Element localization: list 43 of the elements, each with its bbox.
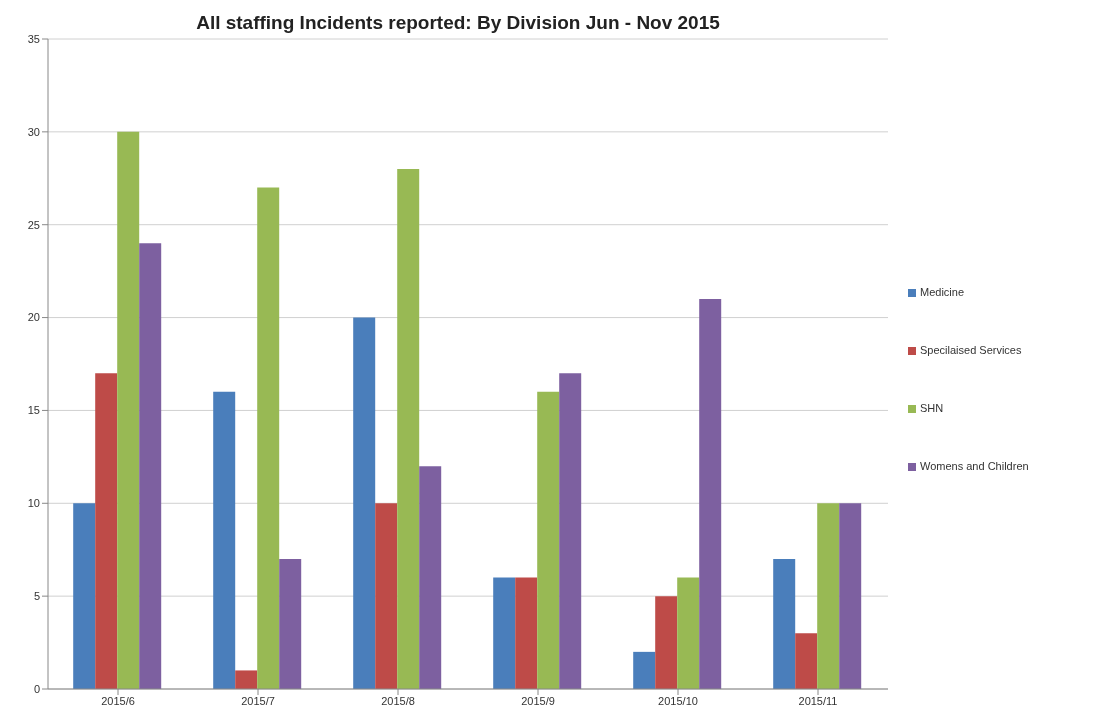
bar <box>397 169 420 689</box>
bar <box>559 373 582 689</box>
bar <box>375 503 398 689</box>
x-tick-label: 2015/7 <box>241 694 275 707</box>
y-tick-label: 30 <box>27 125 40 138</box>
x-tick-label: 2015/9 <box>521 694 555 707</box>
bar <box>817 503 840 689</box>
bar <box>95 373 118 689</box>
bar <box>515 577 538 689</box>
y-tick-label: 20 <box>27 311 40 324</box>
bar <box>419 466 442 689</box>
legend-label: Medicine <box>920 286 965 298</box>
bar <box>279 559 302 689</box>
bar <box>353 317 376 689</box>
y-tick-label: 25 <box>27 218 40 231</box>
x-tick-label: 2015/11 <box>798 694 838 707</box>
bar <box>633 651 656 689</box>
bar <box>235 670 258 689</box>
bar <box>213 391 236 689</box>
bar <box>257 187 280 689</box>
y-tick-label: 15 <box>27 404 40 417</box>
bar <box>655 596 678 689</box>
bar <box>773 559 796 689</box>
chart-title: All staffing Incidents reported: By Division Jun - Nov 2015 <box>195 11 721 34</box>
legend-label: Womens and Children <box>920 460 1029 472</box>
bar <box>699 299 722 689</box>
y-tick-label: 10 <box>27 497 40 510</box>
legend-label: SHN <box>920 402 944 414</box>
y-tick-label: 35 <box>27 32 40 45</box>
legend-label: Specilaised Services <box>920 344 1022 356</box>
bar <box>537 391 560 689</box>
y-tick-label: 0 <box>33 682 40 695</box>
bar <box>839 503 862 689</box>
x-tick-label: 2015/6 <box>101 694 135 707</box>
bar <box>117 131 140 689</box>
bar <box>795 633 818 689</box>
y-tick-label: 5 <box>33 590 40 603</box>
x-tick-label: 2015/10 <box>658 694 698 707</box>
bar <box>139 243 162 689</box>
bar <box>73 503 96 689</box>
bar <box>493 577 516 689</box>
bar <box>677 577 700 689</box>
x-tick-label: 2015/8 <box>381 694 415 707</box>
